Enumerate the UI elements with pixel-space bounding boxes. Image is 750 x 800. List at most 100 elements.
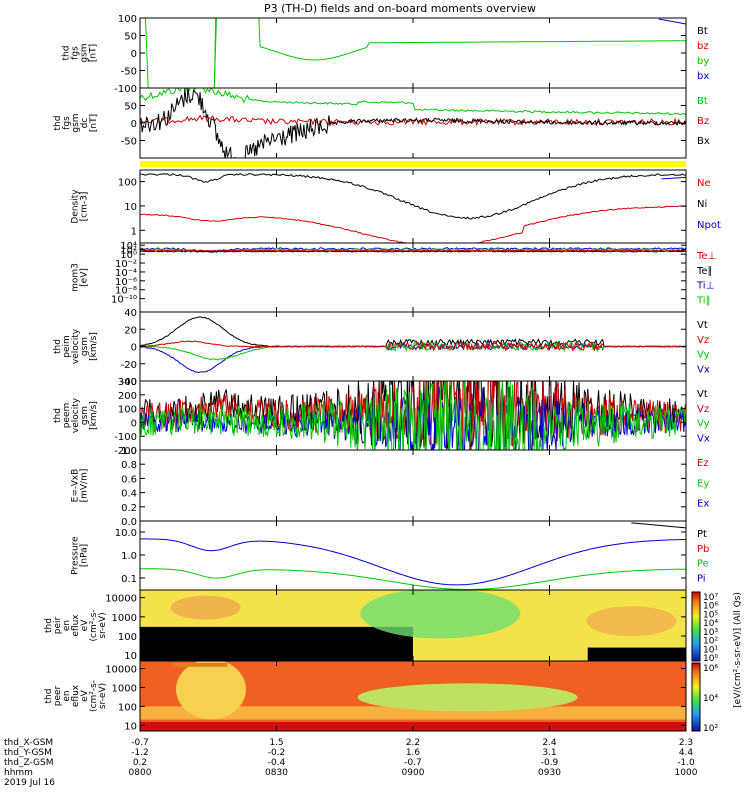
chart-title: P3 (TH-D) fields and on-board moments ov… bbox=[264, 2, 536, 15]
panel-peem-data bbox=[140, 381, 686, 450]
footer-value: -1.0 bbox=[677, 758, 695, 768]
legend-Vt: Vt bbox=[697, 320, 708, 331]
footer-value: 0.2 bbox=[133, 758, 147, 768]
ytick-label: 10000 bbox=[105, 594, 137, 605]
legend-Pe: Pe bbox=[697, 559, 709, 570]
panel-peem bbox=[139, 380, 687, 451]
by-trace bbox=[140, 18, 686, 88]
ytick-label: 100 bbox=[118, 632, 137, 643]
ytick-label: 300 bbox=[118, 377, 137, 388]
legend-Vy: Vy bbox=[697, 350, 710, 361]
ylabel: [eV] bbox=[80, 268, 90, 287]
ytick-label: 10 bbox=[124, 721, 137, 732]
panel-fgs-dc bbox=[139, 87, 687, 159]
legend-Ti⊥: Ti⊥ bbox=[696, 281, 714, 292]
panel-pressure-data bbox=[140, 522, 686, 590]
ylabel: gsm bbox=[80, 406, 90, 425]
panel-fgs-top-data bbox=[140, 18, 686, 88]
footer-value: -0.2 bbox=[268, 748, 286, 758]
ylabel: dc bbox=[80, 118, 90, 129]
legend-Bt: Bt bbox=[697, 96, 708, 107]
Pt-trace bbox=[631, 522, 686, 529]
footer-value: -0.7 bbox=[404, 758, 422, 768]
footer-value: 2.4 bbox=[542, 738, 557, 748]
ytick-label: 0 bbox=[131, 418, 137, 429]
colorbar-peir-tick: 10² bbox=[703, 637, 718, 647]
colorbar-peer-bar bbox=[691, 662, 701, 732]
footer-value: 0900 bbox=[402, 768, 425, 778]
by-trace-rise bbox=[213, 18, 217, 88]
colorbar-peir-tick: 10¹ bbox=[703, 645, 718, 655]
legend-Npot: Npot bbox=[697, 220, 721, 231]
panel-density bbox=[139, 169, 687, 244]
Pe-trace bbox=[140, 568, 686, 590]
ytick-label: 0.1 bbox=[121, 574, 137, 585]
colorbar-peir-tick: 10⁵ bbox=[703, 610, 718, 620]
legend-Vy: Vy bbox=[697, 419, 710, 430]
ytick-label: 10⁻⁸ bbox=[115, 286, 137, 297]
ytick-label: 40 bbox=[124, 308, 137, 319]
ytick-label: -40 bbox=[121, 377, 137, 388]
legend-Ni: Ni bbox=[697, 199, 707, 210]
ylabel: [mV/m] bbox=[80, 469, 90, 503]
footer-value: -0.9 bbox=[541, 758, 559, 768]
footer-value: 3.1 bbox=[542, 748, 556, 758]
panel-peir bbox=[139, 589, 687, 662]
footer-label-0: thd_X-GSM bbox=[4, 738, 53, 748]
ylabel: fgs bbox=[62, 116, 72, 130]
ytick-label: 10⁰ bbox=[120, 250, 137, 261]
ytick-label: 0.4 bbox=[121, 489, 137, 500]
peir-orange-blob bbox=[170, 595, 241, 620]
colorbar-peer bbox=[691, 662, 701, 732]
footer-value: 2.3 bbox=[679, 738, 693, 748]
Vt-trace bbox=[140, 316, 686, 348]
Vz-trace bbox=[140, 340, 686, 353]
ylabel: gsm bbox=[80, 337, 90, 356]
ylabel: peim bbox=[62, 335, 72, 358]
ytick-label: -50 bbox=[121, 67, 137, 78]
Pi-trace bbox=[140, 538, 686, 586]
panel-pressure bbox=[139, 520, 687, 591]
panel-pressure-frame bbox=[139, 520, 687, 591]
ytick-label: 0 bbox=[131, 49, 137, 60]
colorbar-peer-tick: 10⁶ bbox=[703, 664, 718, 674]
legend-by: by bbox=[697, 56, 709, 67]
legend-Vz: Vz bbox=[697, 335, 709, 346]
ytick-label: 10⁴ bbox=[120, 241, 137, 252]
panel-density-frame bbox=[139, 169, 687, 244]
Vx-trace bbox=[140, 386, 686, 450]
peir-orange-blob2 bbox=[586, 606, 677, 637]
ylabel: fgs bbox=[71, 46, 81, 60]
ylabel: [km/s] bbox=[89, 332, 99, 361]
colorbar-peir-tick: 10⁷ bbox=[703, 593, 718, 603]
Bt-trace bbox=[140, 88, 686, 116]
by-trace-drop bbox=[144, 18, 149, 88]
ytick-label: 50 bbox=[124, 32, 137, 43]
colorbar-peir-bar bbox=[691, 591, 701, 662]
ylabel: Density bbox=[71, 189, 81, 224]
ylabel: eflux bbox=[71, 614, 81, 637]
peer-green-band bbox=[357, 683, 578, 712]
Ne-trace bbox=[140, 205, 686, 243]
ytick-label: 10000 bbox=[105, 665, 137, 676]
ylabel: sr-eV) bbox=[98, 612, 108, 638]
ytick-label: 10⁻⁴ bbox=[115, 268, 137, 279]
legend-Ez: Ez bbox=[697, 458, 709, 469]
peir-green-region bbox=[360, 590, 521, 639]
ylabel: [nT] bbox=[89, 114, 99, 132]
footer-value: -0.7 bbox=[131, 738, 149, 748]
ytick-label: 100 bbox=[118, 178, 137, 189]
ylabel: thd bbox=[44, 618, 54, 633]
ytick-label: 100 bbox=[118, 702, 137, 713]
ytick-label: 0.2 bbox=[121, 503, 137, 514]
legend-Te∥: Te∥ bbox=[696, 266, 713, 277]
footer-value: 2.2 bbox=[406, 738, 420, 748]
panel-efield-frame bbox=[139, 449, 687, 522]
ytick-label: 0.6 bbox=[121, 474, 137, 485]
legend-Vt: Vt bbox=[697, 389, 708, 400]
ytick-label: 20 bbox=[124, 325, 137, 336]
legend-Te⊥: Te⊥ bbox=[696, 251, 716, 262]
ytick-label: 200 bbox=[118, 391, 137, 402]
ytick-label: 1 bbox=[131, 226, 137, 237]
